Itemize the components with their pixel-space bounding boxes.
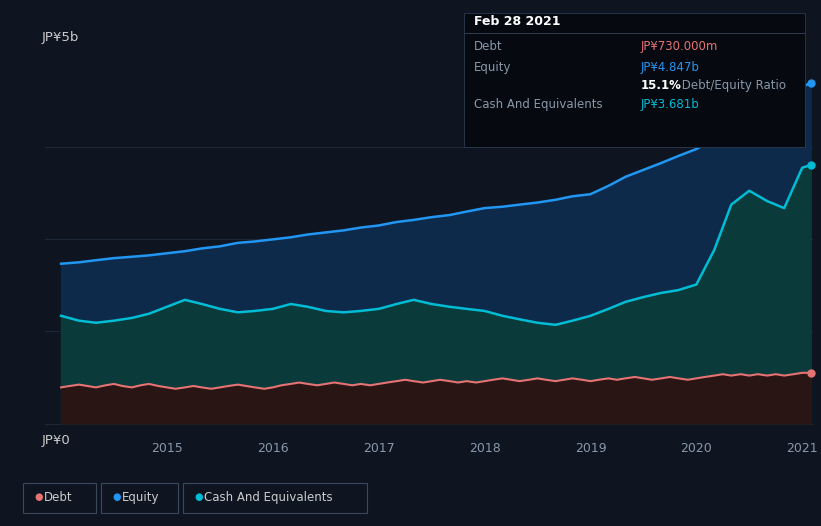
Text: Cash And Equivalents: Cash And Equivalents bbox=[204, 491, 333, 503]
Text: JP¥4.847b: JP¥4.847b bbox=[641, 62, 700, 75]
Text: Cash And Equivalents: Cash And Equivalents bbox=[474, 98, 603, 111]
Text: ●: ● bbox=[34, 492, 43, 502]
Text: JP¥730.000m: JP¥730.000m bbox=[641, 40, 718, 53]
Text: 15.1%: 15.1% bbox=[641, 79, 682, 92]
Text: ●: ● bbox=[112, 492, 121, 502]
Text: ●: ● bbox=[195, 492, 203, 502]
Text: JP¥0: JP¥0 bbox=[41, 434, 70, 447]
Text: Debt/Equity Ratio: Debt/Equity Ratio bbox=[678, 79, 786, 92]
Text: JP¥5b: JP¥5b bbox=[41, 31, 79, 44]
Text: Feb 28 2021: Feb 28 2021 bbox=[474, 15, 560, 28]
Text: Debt: Debt bbox=[44, 491, 72, 503]
Text: Equity: Equity bbox=[122, 491, 159, 503]
Text: JP¥3.681b: JP¥3.681b bbox=[641, 98, 699, 111]
Text: Equity: Equity bbox=[474, 62, 511, 75]
Text: Debt: Debt bbox=[474, 40, 502, 53]
